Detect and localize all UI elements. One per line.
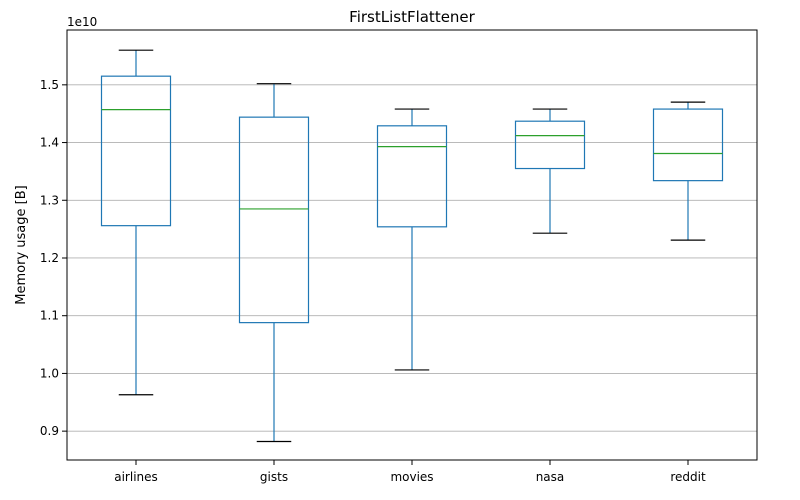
x-tick-label: airlines bbox=[114, 470, 158, 484]
box-series bbox=[100, 49, 724, 443]
box-reddit bbox=[652, 101, 724, 241]
chart-title: FirstListFlattener bbox=[349, 8, 476, 26]
x-tick-label: movies bbox=[390, 470, 433, 484]
x-tick-label: gists bbox=[260, 470, 288, 484]
iqr-box bbox=[652, 108, 724, 182]
y-axis-multiplier: 1e10 bbox=[67, 15, 97, 29]
iqr-box bbox=[514, 120, 586, 170]
x-tick-label: reddit bbox=[670, 470, 706, 484]
y-tick-label: 1.5 bbox=[40, 78, 59, 92]
y-tick-label: 1.0 bbox=[40, 366, 59, 380]
y-tick-label: 0.9 bbox=[40, 424, 59, 438]
iqr-box bbox=[238, 116, 310, 324]
y-tick-label: 1.4 bbox=[40, 136, 59, 150]
iqr-box bbox=[376, 125, 448, 228]
y-axis-label: Memory usage [B] bbox=[14, 185, 29, 304]
box-airlines bbox=[100, 49, 172, 396]
box-movies bbox=[376, 108, 448, 371]
y-tick-label: 1.1 bbox=[40, 309, 59, 323]
box-gists bbox=[238, 83, 310, 443]
x-axis-ticks: airlines gists movies nasa reddit bbox=[114, 460, 706, 484]
box-nasa bbox=[514, 108, 586, 234]
y-tick-label: 1.3 bbox=[40, 193, 59, 207]
y-tick-label: 1.2 bbox=[40, 251, 59, 265]
y-axis-ticks: 0.9 1.0 1.1 1.2 1.3 1.4 1.5 bbox=[40, 78, 67, 438]
x-tick-label: nasa bbox=[536, 470, 565, 484]
iqr-box bbox=[100, 75, 172, 227]
